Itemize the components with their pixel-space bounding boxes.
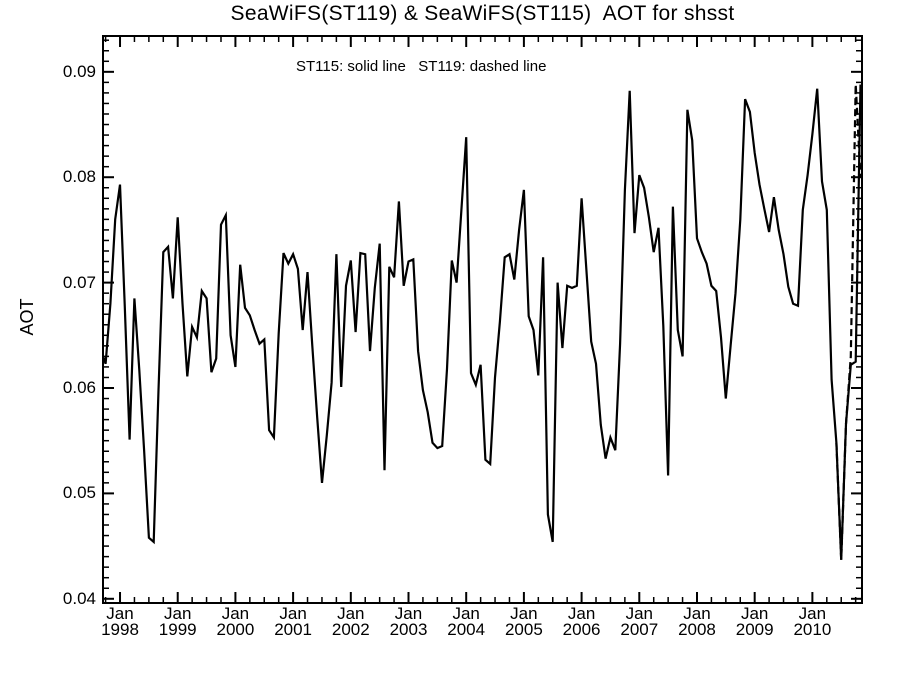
x-tick-year: 2009 [735,620,774,639]
x-tick-month: Jan [394,604,423,623]
x-tick-month: Jan [625,604,653,623]
y-tick-label: 0.08 [62,167,96,187]
x-tick-month: Jan [510,604,538,623]
x-tick-month: Jan [683,604,711,623]
x-tick-label: Jan 2005 [492,604,556,639]
x-tick-label: Jan 2003 [377,604,441,639]
x-tick-year: 1999 [158,620,197,639]
x-tick-month: Jan [279,604,307,623]
x-tick-year: 2001 [274,620,313,639]
x-tick-year: 2000 [216,620,255,639]
legend-text: ST115: solid line ST119: dashed line [296,58,547,75]
x-tick-year: 2004 [447,620,486,639]
x-tick-month: Jan [163,604,192,623]
x-tick-month: Jan [337,604,365,623]
x-tick-month: Jan [106,604,134,623]
x-tick-label: Jan 2000 [203,604,267,639]
x-tick-year: 2005 [504,620,543,639]
y-tick-label: 0.07 [62,272,96,292]
x-tick-year: 1998 [101,620,139,639]
x-tick-label: Jan 2004 [434,604,498,639]
chart-title: SeaWiFS(ST119) & SeaWiFS(ST115) AOT for … [230,2,735,25]
x-tick-label: Jan 2009 [723,604,787,639]
x-tick-label: Jan 2007 [607,604,671,639]
x-tick-year: 2002 [331,620,370,639]
series-ST119 [835,84,862,560]
x-tick-month: Jan [798,604,827,623]
x-tick-year: 2008 [678,620,716,639]
y-tick-label: 0.05 [62,483,96,503]
x-tick-label: Jan 2002 [319,604,383,639]
x-tick-label: Jan 1999 [146,604,210,639]
x-tick-label: Jan 2001 [261,604,325,639]
x-tick-year: 2010 [793,620,832,639]
x-tick-label: Jan 2008 [665,604,729,639]
x-tick-year: 2006 [562,620,601,639]
x-tick-label: Jan 2006 [550,604,614,639]
x-tick-year: 2007 [620,620,659,639]
x-tick-month: Jan [452,604,480,623]
x-tick-month: Jan [567,604,596,623]
x-tick-month: Jan [221,604,250,623]
series-ST115 [103,84,862,560]
x-tick-label: Jan 1998 [88,604,152,639]
y-tick-label: 0.04 [62,588,96,608]
x-tick-year: 2003 [389,620,428,639]
y-tick-label: 0.06 [62,378,96,397]
y-tick-label: 0.09 [62,61,96,81]
x-tick-month: Jan [740,604,769,623]
x-tick-label: Jan 2010 [780,604,844,639]
